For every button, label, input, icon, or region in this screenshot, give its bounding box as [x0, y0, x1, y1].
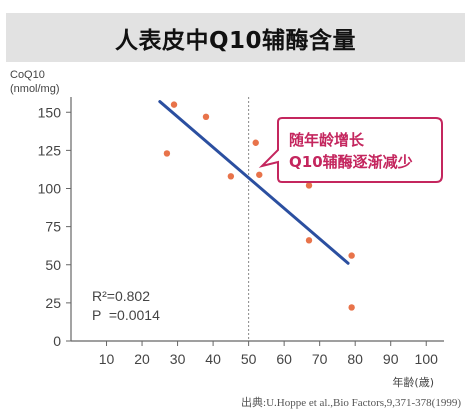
axes: 0 25 50 75 100 125 150 10 20 30 40 50 60 70 80 90 100	[38, 97, 444, 367]
p-value-label: P =0.0014	[92, 307, 160, 323]
callout-line1: 随年龄增长	[289, 131, 365, 149]
x-tick-label: 10	[99, 351, 115, 367]
data-points	[163, 101, 355, 311]
data-point	[348, 252, 355, 259]
source-citation: 出典:U.Hoppe et al.,Bio Factors,9,371-378(…	[241, 397, 461, 409]
y-tick-label: 125	[38, 142, 62, 158]
data-point	[305, 237, 313, 244]
y-tick-label: 75	[45, 219, 61, 235]
annotation-callout: 随年龄增长 Q10辅酶逐渐减少	[258, 117, 443, 183]
regression-line	[158, 100, 350, 265]
y-axis-label-line2: (nmol/mg)	[10, 83, 60, 95]
x-tick-label: 90	[383, 351, 399, 367]
data-point	[202, 113, 210, 121]
y-tick-label: 50	[45, 257, 61, 273]
data-point	[227, 173, 235, 180]
x-tick-label: 60	[276, 351, 292, 367]
data-point	[252, 139, 259, 146]
y-tick-label: 25	[45, 295, 61, 311]
title-bar: 人表皮中Q10辅酶含量	[6, 13, 465, 62]
y-axis-label-line1: CoQ10	[10, 69, 45, 81]
data-point	[170, 101, 178, 108]
y-tick-label: 0	[53, 333, 61, 349]
data-point	[305, 182, 313, 189]
data-point	[256, 171, 263, 178]
x-tick-label: 30	[170, 351, 186, 367]
x-tick-label: 40	[205, 351, 221, 367]
x-tick-label: 100	[415, 351, 439, 367]
chart-title: 人表皮中Q10辅酶含量	[114, 27, 357, 54]
x-axis-label: 年齢(歳)	[392, 375, 434, 389]
x-tick-label: 50	[241, 351, 257, 367]
callout-bubble	[258, 117, 443, 183]
x-tick-label: 20	[134, 351, 150, 367]
callout-line2: Q10辅酶逐渐减少	[289, 153, 413, 171]
r-squared-label: R²=0.802	[92, 288, 150, 304]
x-tick-label: 80	[347, 351, 363, 367]
data-point	[163, 150, 171, 157]
y-tick-label: 150	[38, 104, 62, 120]
data-point	[348, 304, 355, 311]
regression-line-group	[158, 100, 350, 265]
y-tick-label: 100	[38, 181, 62, 197]
x-tick-label: 70	[312, 351, 328, 367]
